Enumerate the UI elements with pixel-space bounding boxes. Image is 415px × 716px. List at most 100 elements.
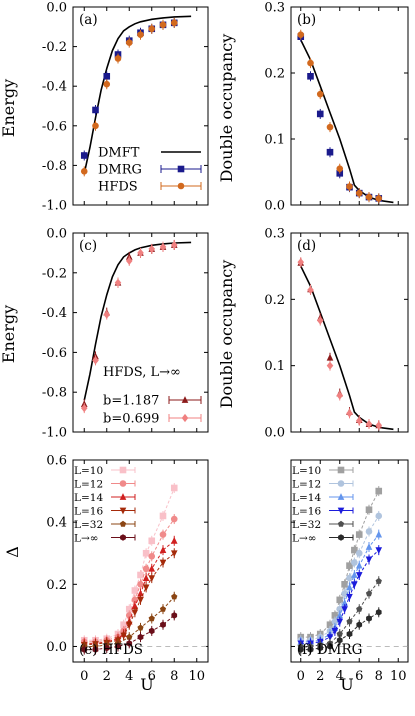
data-point <box>159 21 167 29</box>
panel-d: 0.3 0.2 0.1 0.0 (d) <box>264 227 409 441</box>
data-point <box>142 565 150 573</box>
data-point <box>120 621 127 629</box>
data-point <box>326 148 334 156</box>
x-tick-label-e: 0 <box>80 669 88 684</box>
legend-marker <box>177 182 185 190</box>
ylabel-a: Energy <box>0 79 18 137</box>
y-tick-label-e: 0.4 <box>46 516 67 531</box>
x-tick-label-f: 8 <box>375 669 383 684</box>
panel-c: 0.0 -0.2 -0.4 -0.6 -0.8 -1.0 (c) HFDS, L→∞ b=1.1… <box>42 227 209 441</box>
legend-marker <box>337 520 345 527</box>
data-point <box>142 549 150 557</box>
y-tick-label-d: 0.2 <box>264 293 285 308</box>
legend-label: L=14 <box>74 492 103 504</box>
data-point <box>326 634 334 642</box>
data-point <box>103 310 111 319</box>
data-point <box>355 531 363 538</box>
data-point <box>346 593 353 601</box>
data-point <box>316 110 324 118</box>
legend-f: L=10 L=12L=14 L=16L=32 L→∞ <box>292 465 354 545</box>
series-connector <box>300 490 380 638</box>
data-point <box>103 644 110 652</box>
legend-label: DMRG <box>98 163 142 178</box>
legend-marker <box>338 534 344 541</box>
data-point <box>131 609 139 617</box>
data-point <box>131 602 139 609</box>
data-point <box>92 646 99 653</box>
data-point <box>148 25 156 33</box>
panel-label-d: (d) <box>297 238 316 254</box>
y-tick-label-d: 0.0 <box>264 426 285 441</box>
data-point <box>351 581 358 589</box>
data-point <box>341 590 348 597</box>
data-point <box>297 258 305 267</box>
data-point <box>351 571 358 578</box>
data-point <box>307 285 314 295</box>
data-point <box>341 606 348 614</box>
legend-label: L=10 <box>292 465 321 477</box>
panel-label-a: (a) <box>79 12 98 28</box>
legend-label: b=1.187 <box>103 394 159 409</box>
data-point <box>355 549 363 557</box>
data-point <box>137 633 144 641</box>
data-point <box>137 581 144 588</box>
data-point <box>336 391 344 400</box>
legend-marker <box>337 493 345 500</box>
xlabel-f: U <box>340 675 353 694</box>
legend-label: L=16 <box>74 506 103 518</box>
legend-marker <box>119 466 127 474</box>
data-point <box>331 612 339 619</box>
data-point <box>327 643 333 650</box>
data-point <box>171 612 178 619</box>
y-tick-label-a: -0.2 <box>42 40 67 55</box>
data-point <box>142 574 150 581</box>
data-point <box>137 31 144 39</box>
data-point <box>375 577 382 584</box>
data-point <box>80 168 88 175</box>
data-point <box>159 605 167 612</box>
data-point <box>346 630 353 638</box>
data-point <box>346 618 353 625</box>
legend-label: L=12 <box>74 479 103 491</box>
data-point <box>375 547 383 555</box>
data-point <box>170 536 178 544</box>
x-tick-label-e: 8 <box>170 669 178 684</box>
data-point <box>307 59 314 67</box>
data-point <box>137 624 144 631</box>
data-point <box>365 543 373 550</box>
data-point <box>375 487 383 495</box>
x-tick-label-e: 4 <box>125 669 133 684</box>
x-tick-label-f: 2 <box>316 669 324 684</box>
data-point <box>115 643 121 650</box>
data-point <box>142 584 150 592</box>
y-tick-label-c: 0.0 <box>46 227 67 242</box>
series-line <box>300 265 394 431</box>
data-point <box>137 571 144 579</box>
data-point <box>137 596 144 604</box>
legend-marker <box>119 507 127 515</box>
data-point <box>120 632 127 640</box>
y-tick-label-a: -0.8 <box>42 159 67 174</box>
data-point <box>114 55 122 62</box>
data-point <box>356 621 363 628</box>
data-point <box>375 195 383 202</box>
data-point <box>126 633 133 640</box>
x-tick-label-e: 2 <box>103 669 111 684</box>
series-d-2 <box>297 257 383 431</box>
plot-frame-d <box>290 232 409 433</box>
data-point <box>170 19 178 27</box>
data-point <box>103 80 111 88</box>
ylabel-e: Δ <box>3 546 22 558</box>
data-point <box>331 618 339 625</box>
data-point <box>355 416 363 425</box>
data-point <box>351 546 358 554</box>
y-tick-label-d: 0.3 <box>264 227 285 242</box>
data-point <box>125 256 133 265</box>
plot-frame-f <box>290 459 409 663</box>
data-point <box>148 244 156 254</box>
data-point <box>148 564 156 572</box>
data-point <box>159 531 167 538</box>
legend-label: L=32 <box>292 519 321 531</box>
data-point <box>365 506 373 514</box>
ylabel-d: Double occupancy <box>217 260 236 409</box>
